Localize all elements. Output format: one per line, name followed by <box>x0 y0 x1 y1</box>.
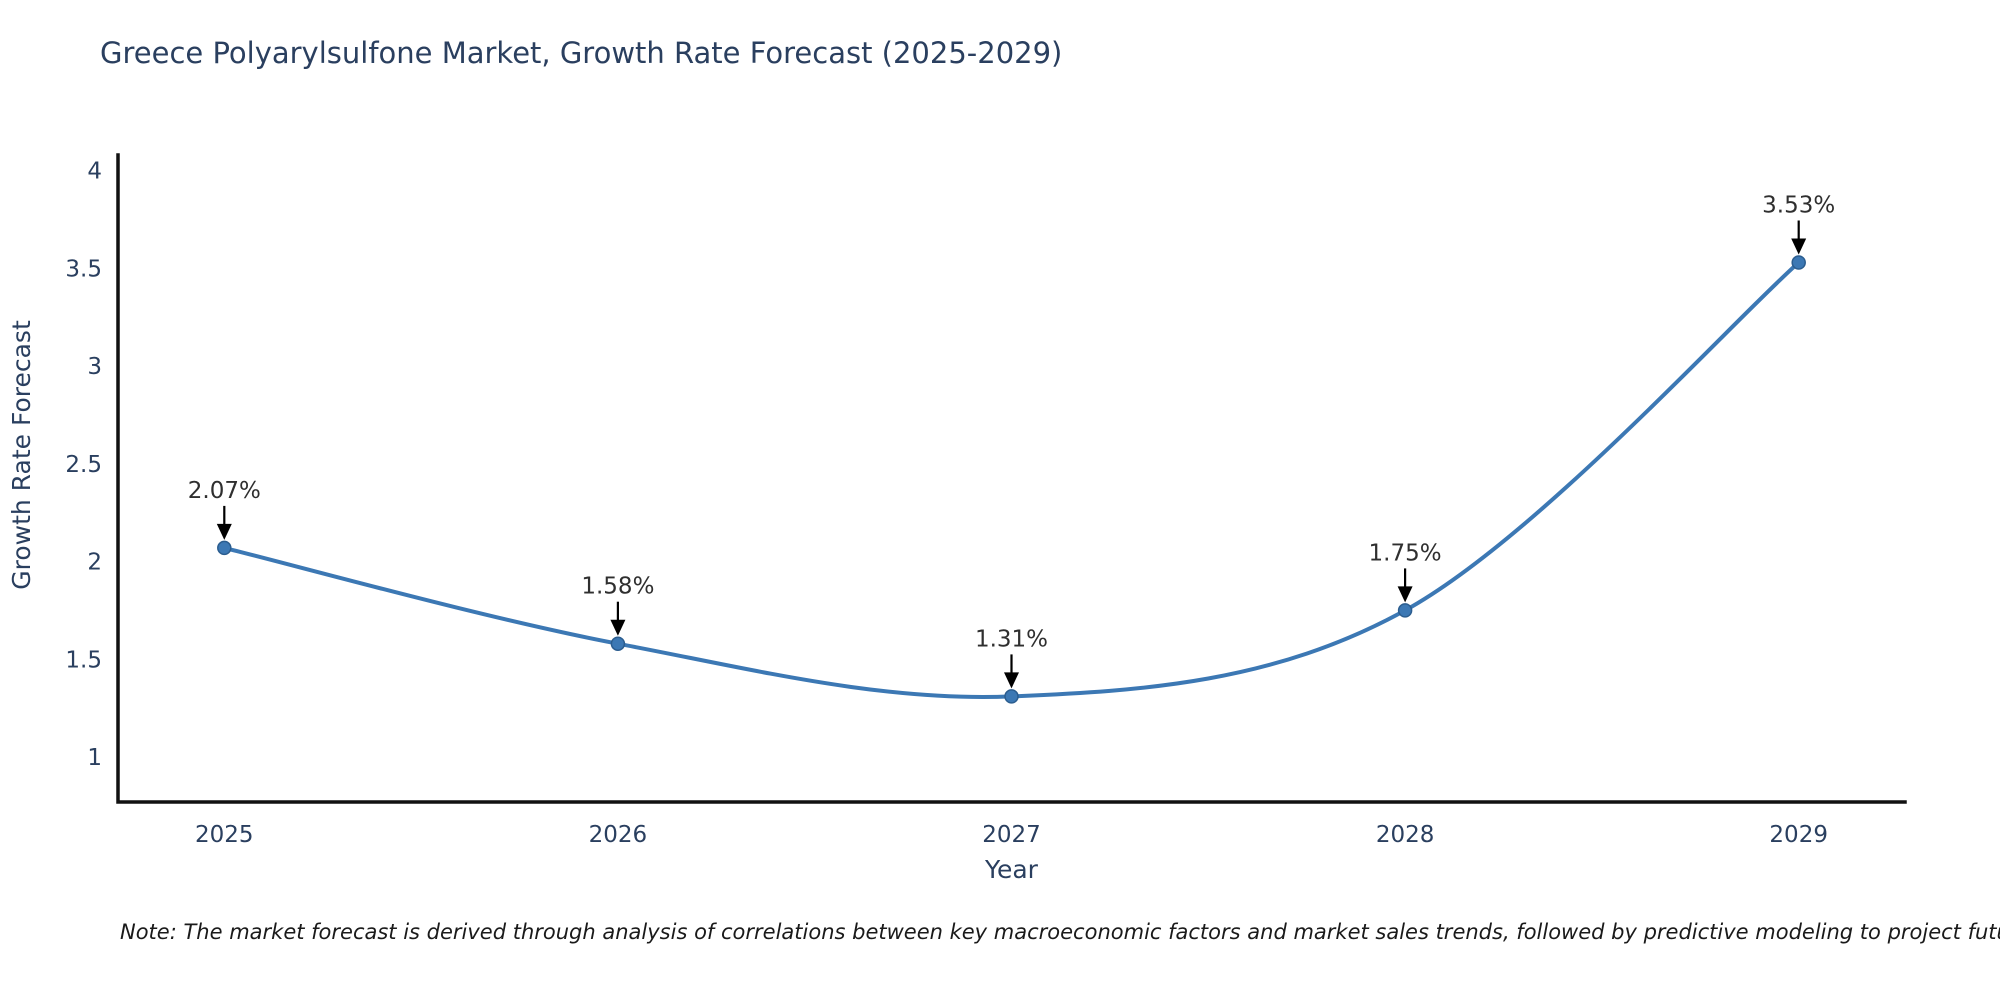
chart-title: Greece Polyarylsulfone Market, Growth Ra… <box>100 36 1063 70</box>
data-point-label: 2.07% <box>188 478 261 504</box>
annotation-arrowhead-icon <box>610 619 626 636</box>
footnote: Note: The market forecast is derived thr… <box>120 920 2000 944</box>
y-tick-label: 1 <box>87 745 102 771</box>
x-tick-label: 2025 <box>195 822 254 848</box>
annotation-arrowhead-icon <box>216 523 232 540</box>
data-point-label: 1.31% <box>975 626 1048 652</box>
y-tick-label: 2.5 <box>65 452 102 478</box>
data-point-marker <box>610 636 626 651</box>
data-point-marker <box>217 540 232 556</box>
y-axis-title: Growth Rate Forecast <box>7 320 36 590</box>
x-tick-label: 2029 <box>1769 822 1828 848</box>
x-axis-title: Year <box>984 855 1039 884</box>
data-point-label: 1.75% <box>1369 540 1442 566</box>
y-tick-label: 2 <box>87 550 102 576</box>
y-tick-label: 1.5 <box>65 647 102 673</box>
data-point-label: 3.53% <box>1762 193 1835 219</box>
axis-lines <box>116 153 1907 804</box>
forecast-line <box>222 260 1801 699</box>
y-tick-label: 3.5 <box>65 256 102 282</box>
annotation-arrowhead-icon <box>1791 238 1807 255</box>
annotation-arrowhead-icon <box>1397 586 1413 603</box>
data-point-marker <box>1791 255 1806 270</box>
annotation-arrowhead-icon <box>1004 672 1019 689</box>
x-tick-label: 2027 <box>982 822 1041 848</box>
x-tick-label: 2028 <box>1376 822 1435 848</box>
y-tick-label: 4 <box>87 159 102 185</box>
y-tick-label: 3 <box>87 354 102 380</box>
data-point-marker <box>1004 689 1019 704</box>
x-tick-label: 2026 <box>589 822 648 848</box>
data-point-label: 1.58% <box>581 574 654 600</box>
data-point-marker <box>1397 603 1413 618</box>
